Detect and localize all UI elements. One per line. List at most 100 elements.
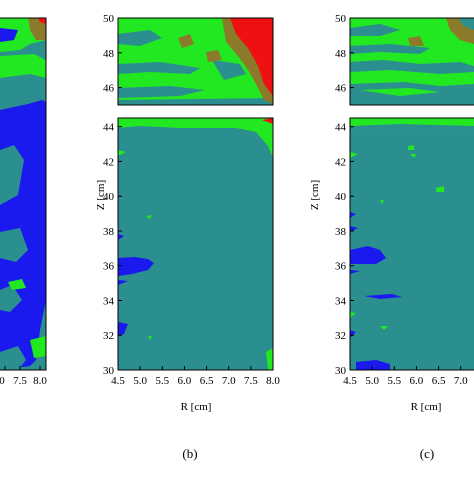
y-tick-label: 44 bbox=[103, 122, 115, 134]
y-tick-label: 42 bbox=[335, 156, 346, 168]
panel-b-upper-red-region bbox=[230, 18, 273, 96]
panel-c-upper-olive-blob bbox=[408, 36, 424, 46]
x-tick-label: 7.5 bbox=[244, 375, 258, 387]
panel-b-upper-olive-blob-1 bbox=[178, 34, 194, 48]
panel-c-lower-blue-sliver-3 bbox=[350, 270, 360, 274]
x-tick-label: 6.5 bbox=[200, 375, 214, 387]
y-tick-label: 44 bbox=[335, 122, 347, 134]
y-tick-label: 40 bbox=[103, 191, 115, 203]
panel-a-red-corner bbox=[38, 18, 46, 24]
y-tick-label: 42 bbox=[103, 156, 114, 168]
panel-c-lower-green-speck-1 bbox=[350, 152, 358, 158]
panel-a-teal-island-2 bbox=[0, 228, 28, 262]
x-tick-label: 8.0 bbox=[266, 375, 280, 387]
panel-c-lower-blue-sliver-4 bbox=[364, 294, 402, 299]
y-tick-label: 50 bbox=[103, 13, 115, 25]
panel-b-lower-green-speck-3 bbox=[148, 336, 152, 340]
x-tick-label: 5.0 bbox=[365, 375, 379, 387]
x-tick-label: 0 bbox=[0, 375, 5, 387]
y-tick-label: 30 bbox=[103, 365, 115, 377]
panel-b-lower-red-speck bbox=[262, 118, 273, 124]
y-tick-label: 34 bbox=[335, 295, 347, 307]
panel-c-lower-plot bbox=[350, 118, 474, 370]
panel-b-upper-frame bbox=[117, 17, 274, 106]
y-tick-label: 48 bbox=[335, 48, 347, 60]
panel-c-lower-background bbox=[350, 118, 474, 370]
y-tick-label: 50 bbox=[335, 13, 347, 25]
x-tick-label: 7.5 bbox=[13, 375, 27, 387]
y-tick-label: 46 bbox=[335, 83, 347, 95]
panel-b-upper-teal-band-1 bbox=[118, 30, 162, 46]
panel-a-teal-bottom bbox=[0, 346, 26, 370]
panel-b-lower-plot bbox=[118, 118, 273, 370]
x-tick-label: 5.5 bbox=[387, 375, 401, 387]
x-tick-label: 6.0 bbox=[410, 375, 424, 387]
panel-a-frame bbox=[0, 17, 47, 371]
panel-a-green-band bbox=[0, 54, 46, 78]
panel-c-x-axis-label: R [cm] bbox=[411, 401, 442, 413]
panel-a-green-patch-2 bbox=[30, 336, 46, 358]
panel-c-upper-teal-band-3 bbox=[350, 60, 474, 74]
panel-b-lower-blue-sliver-3 bbox=[118, 322, 128, 336]
panel-a-olive-top bbox=[28, 18, 46, 40]
panel-a-teal-island-3 bbox=[0, 285, 22, 312]
x-tick-label: 8.0 bbox=[33, 375, 47, 387]
panel-b-ticks: 4.5 5.0 5.5 6.0 6.5 7.0 7.5 8.0 46 48 50 30 32 34 36 38… bbox=[103, 13, 280, 387]
panel-b-lower-green-speck-2 bbox=[146, 215, 152, 219]
panel-b-lower-blue-sliver-2 bbox=[118, 280, 128, 285]
panel-c-lower-blue-blob bbox=[350, 246, 386, 264]
x-tick-label: 4.5 bbox=[343, 375, 357, 387]
panel-c-lower-green-speck-6 bbox=[350, 312, 356, 318]
panel-a-plot bbox=[0, 18, 46, 370]
panel-c-lower-blue-bottom bbox=[356, 360, 390, 370]
y-tick-label: 32 bbox=[335, 330, 346, 342]
y-tick-label: 36 bbox=[335, 261, 347, 273]
x-tick-label: 7.0 bbox=[454, 375, 468, 387]
x-tick-label: 6.0 bbox=[178, 375, 192, 387]
panel-c-y-axis-label: Z [cm] bbox=[309, 180, 321, 210]
y-tick-label: 34 bbox=[103, 295, 115, 307]
panel-c-ticks: 4.5 5.0 5.5 6.0 6.5 7.0 46 48 50 30 32 34 36 38 40 42 44 bbox=[335, 13, 468, 387]
panel-c-lower-blue-sliver-1 bbox=[350, 212, 356, 218]
x-tick-label: 6.5 bbox=[432, 375, 446, 387]
panel-a: 0 7.5 8.0 bbox=[0, 17, 47, 387]
panel-b-x-axis-label: R [cm] bbox=[181, 401, 212, 413]
panel-c-lower-green-speck-4 bbox=[436, 186, 444, 192]
panel-c-upper-teal-corner bbox=[458, 18, 474, 30]
panel-c-lower-teal-cut bbox=[350, 124, 474, 134]
panel-c-lower-frame bbox=[349, 117, 474, 371]
y-tick-label: 46 bbox=[103, 83, 115, 95]
panel-b-caption: (b) bbox=[182, 446, 197, 461]
y-tick-label: 38 bbox=[335, 226, 347, 238]
panel-b-upper-plot bbox=[118, 18, 273, 105]
x-tick-label: 4.5 bbox=[111, 375, 125, 387]
x-tick-label: 7.0 bbox=[222, 375, 236, 387]
y-tick-label: 30 bbox=[335, 365, 347, 377]
y-tick-label: 32 bbox=[103, 330, 114, 342]
panel-b-lower-green-corner bbox=[266, 348, 273, 370]
panel-c-lower-green-speck-5 bbox=[380, 200, 384, 204]
panel-c-upper-teal-band-2 bbox=[350, 44, 430, 54]
panel-c-lower-blue-sliver-5 bbox=[350, 330, 356, 338]
panel-a-blue-top bbox=[0, 28, 18, 42]
panel-b-lower-frame bbox=[117, 117, 274, 371]
panel-b-upper-olive-blob-2 bbox=[206, 50, 222, 62]
panel-b-lower-blue-sliver-1 bbox=[118, 234, 124, 240]
x-tick-label: 5.5 bbox=[155, 375, 169, 387]
panel-c-upper-teal-band-1 bbox=[350, 24, 400, 36]
panel-c-lower-green-speck-2 bbox=[408, 145, 414, 150]
panel-c-lower-green-speck-3 bbox=[410, 154, 416, 158]
y-tick-label: 48 bbox=[103, 48, 115, 60]
panel-c: 4.5 5.0 5.5 6.0 6.5 7.0 46 48 50 30 32 34 36 38 40 42 44… bbox=[309, 13, 474, 461]
panel-b: 4.5 5.0 5.5 6.0 6.5 7.0 7.5 8.0 46 48 50 30 32 34 36 38… bbox=[95, 13, 280, 461]
panel-b-upper-teal-band-2 bbox=[118, 62, 200, 74]
panel-a-x-ticks: 0 7.5 8.0 bbox=[0, 366, 47, 387]
panel-b-lower-teal-top bbox=[118, 126, 273, 370]
panel-b-upper-teal-band-4 bbox=[212, 60, 246, 80]
panel-c-caption: (c) bbox=[420, 446, 434, 461]
panel-b-y-axis-label: Z [cm] bbox=[95, 180, 107, 210]
panel-b-upper-teal-band-5 bbox=[118, 98, 273, 105]
panel-a-green-patch-1 bbox=[8, 279, 26, 290]
